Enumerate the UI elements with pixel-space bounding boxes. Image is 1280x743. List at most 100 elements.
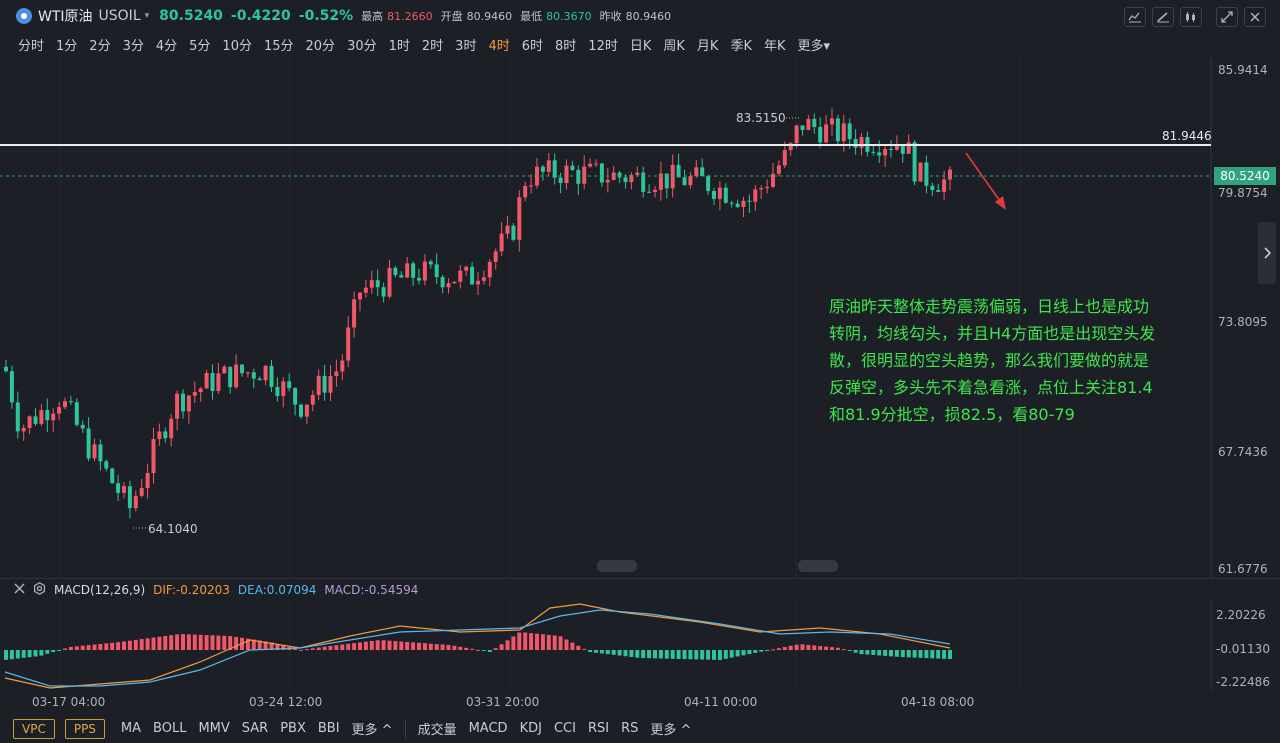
macd-bar (74, 646, 79, 650)
sub-indicators-more[interactable]: 更多 ^ (650, 723, 692, 738)
period-10[interactable]: 1时 (388, 38, 410, 54)
candle-body (948, 169, 952, 180)
period-4[interactable]: 4分 (155, 38, 178, 54)
expand-panel-icon[interactable] (1258, 222, 1276, 284)
macd-bar (835, 647, 840, 650)
macd-bar (316, 647, 321, 650)
indicator-mmv[interactable]: MMV (198, 721, 230, 736)
indicator-cci[interactable]: CCI (553, 721, 576, 736)
price-change: -0.4220 (230, 8, 291, 24)
indicator-volume[interactable]: 成交量 (417, 723, 457, 738)
candle-body (440, 277, 445, 288)
vpc-button[interactable]: VPC (13, 718, 55, 739)
macd-bar (446, 644, 451, 650)
macd-bar (653, 650, 657, 659)
macd-bar (782, 647, 787, 650)
indicator-sar[interactable]: SAR (241, 721, 269, 736)
macd-axis-label: -0.01130 (1216, 642, 1270, 656)
candle-body (222, 366, 227, 374)
period-9[interactable]: 30分 (347, 38, 377, 54)
macd-bar (15, 650, 20, 659)
period-5[interactable]: 5分 (189, 38, 211, 54)
macd-bar (700, 650, 705, 660)
indicator-rsi[interactable]: RSI (587, 721, 610, 736)
macd-bar (169, 635, 174, 650)
period-19[interactable]: 月K (696, 38, 719, 54)
macd-bar (422, 643, 427, 650)
symbol-name[interactable]: WTI原油 (38, 9, 93, 25)
pps-button[interactable]: PPS (64, 718, 105, 739)
candle-body (358, 292, 362, 300)
close-icon[interactable] (1244, 7, 1266, 27)
period-21[interactable]: 年K (763, 38, 786, 54)
macd-bar (830, 647, 834, 650)
quote-header: WTI原油 USOIL ▾ 80.5240 -0.4220 -0.52% 最高 … (0, 0, 1280, 32)
candle-body (192, 392, 197, 396)
period-20[interactable]: 季K (730, 38, 752, 54)
line-chart-icon[interactable] (1124, 7, 1146, 27)
period-0[interactable]: 分时 (18, 38, 45, 54)
candlestick-chart[interactable]: 81.9446 83.5150 64.1040 (0, 58, 1280, 578)
candle-body (830, 118, 834, 125)
period-13[interactable]: 4时 (488, 38, 510, 54)
indicator-boll[interactable]: BOLL (153, 721, 187, 736)
macd-bar (192, 634, 197, 650)
symbol-dropdown-icon[interactable]: ▾ (144, 11, 150, 21)
candle-body (894, 145, 899, 150)
candle-body (110, 468, 115, 484)
period-1[interactable]: 1分 (56, 38, 78, 54)
indicator-rs[interactable]: RS (621, 721, 639, 736)
period-11[interactable]: 2时 (421, 38, 444, 54)
candle-body (263, 365, 268, 381)
indicator-macd[interactable]: MACD (468, 721, 508, 736)
pane-divider (0, 578, 1280, 579)
period-12[interactable]: 3时 (455, 38, 477, 54)
period-8[interactable]: 20分 (305, 38, 336, 54)
macd-bar (682, 650, 687, 660)
macd-bar (251, 639, 256, 650)
candle-body (877, 152, 882, 156)
close-indicator-icon[interactable] (14, 583, 25, 598)
candle-body (617, 172, 622, 178)
macd-bar (564, 639, 569, 650)
candle-body (476, 280, 480, 285)
macd-bar (476, 649, 480, 651)
period-17[interactable]: 日K (629, 38, 652, 54)
macd-bar (794, 644, 799, 650)
indicator-ma[interactable]: MA (120, 721, 142, 736)
period-22[interactable]: 更多▾ (797, 38, 831, 54)
candle-body (570, 165, 575, 170)
period-3[interactable]: 3分 (122, 38, 144, 54)
stat-low-label: 最低 (520, 10, 543, 23)
period-18[interactable]: 周K (663, 38, 685, 54)
period-6[interactable]: 10分 (222, 38, 252, 54)
macd-bar (458, 646, 463, 650)
indicator-pbx[interactable]: PBX (280, 721, 306, 736)
candle-body (599, 163, 604, 183)
macd-bar (582, 648, 587, 650)
period-14[interactable]: 6时 (521, 38, 544, 54)
candle-body (21, 427, 26, 432)
stat-prev-close-value: 80.9460 (625, 9, 672, 23)
macd-bar (729, 650, 734, 658)
period-2[interactable]: 2分 (89, 38, 111, 54)
symbol-code[interactable]: USOIL (98, 8, 141, 24)
macd-bar (517, 632, 522, 650)
indicator-bbi[interactable]: BBI (317, 721, 340, 736)
main-indicators-more[interactable]: 更多 ^ (351, 723, 393, 738)
fullscreen-icon[interactable] (1216, 7, 1238, 27)
candle-body (92, 444, 97, 459)
macd-bar (576, 645, 581, 650)
period-15[interactable]: 8时 (555, 38, 577, 54)
candle-type-icon[interactable] (1180, 7, 1202, 27)
macd-axis-label: 2.20226 (1216, 608, 1266, 622)
macd-chart[interactable] (0, 600, 1280, 690)
indicator-kdj[interactable]: KDJ (519, 721, 542, 736)
time-axis-label: 04-18 08:00 (901, 695, 975, 709)
period-7[interactable]: 15分 (263, 38, 294, 54)
macd-bar (594, 650, 598, 653)
period-16[interactable]: 12时 (588, 38, 618, 54)
draw-icon[interactable] (1152, 7, 1174, 27)
candle-body (900, 145, 905, 154)
settings-gear-icon[interactable] (33, 581, 46, 599)
